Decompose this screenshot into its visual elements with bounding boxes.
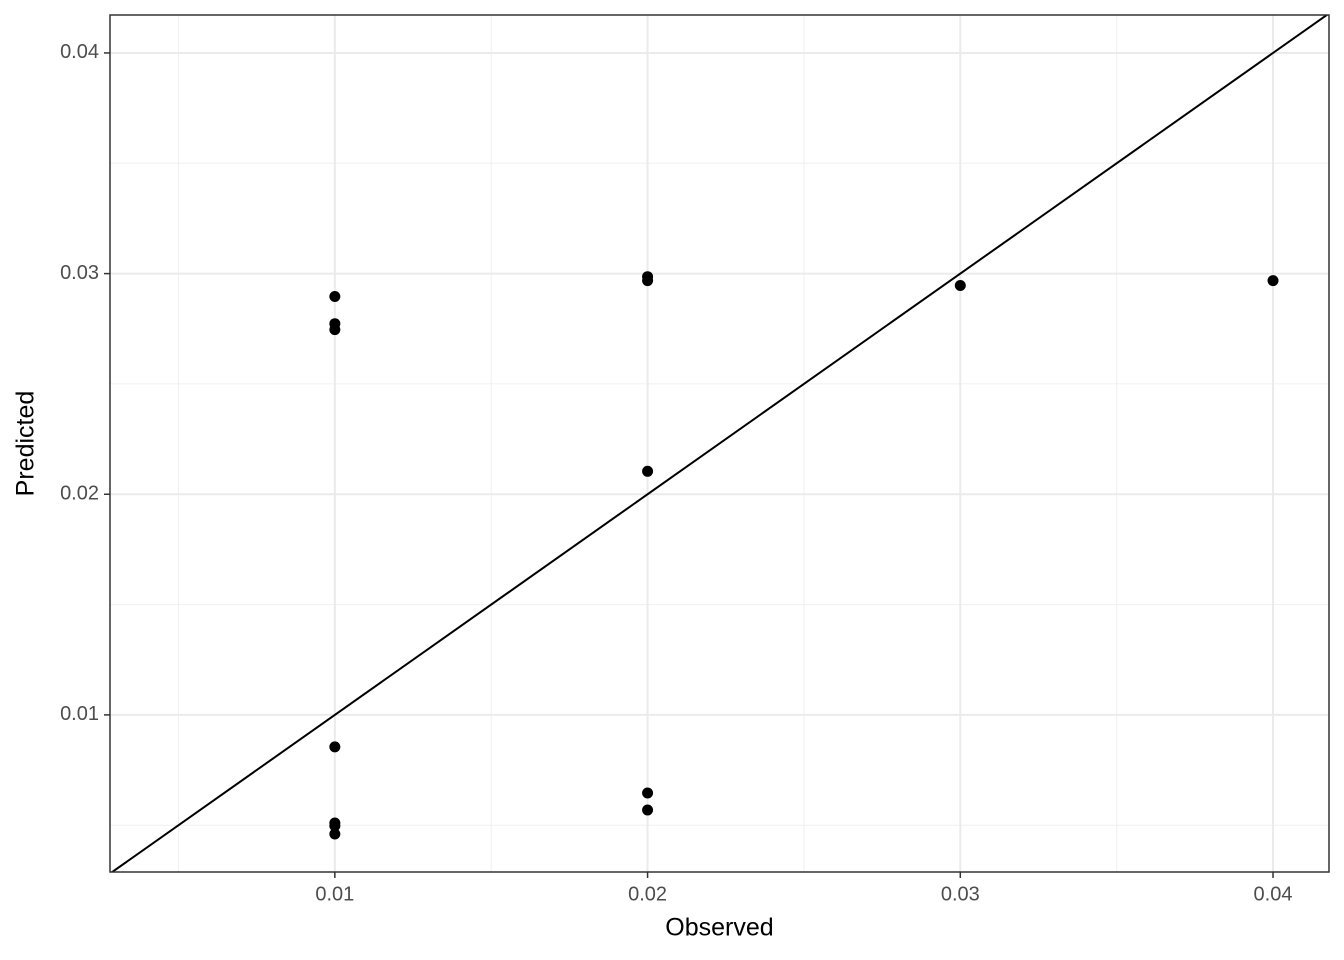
identity-line [110,15,1329,872]
y-tick-label: 0.01 [60,703,99,725]
y-axis-title: Predicted [12,391,40,497]
y-tick-label: 0.02 [60,483,99,505]
point [642,787,654,799]
grid [110,15,1329,872]
point [642,804,654,816]
point [329,820,341,832]
x-tick-label: 0.03 [941,883,980,905]
point [329,291,341,303]
point [642,275,654,287]
axes: 0.01 0.02 0.03 0.04 0.01 0.02 0.03 0.04 [60,41,1292,905]
point [329,741,341,753]
x-axis-title: Observed [665,914,773,942]
point [642,465,654,477]
x-tick-label: 0.04 [1254,883,1293,905]
point [329,324,341,336]
panel-border [109,14,1330,873]
marks [110,15,1329,872]
point [1267,275,1279,287]
x-tick-label: 0.01 [315,883,354,905]
point [329,828,341,840]
y-tick-label: 0.03 [60,262,99,284]
y-tick-label: 0.04 [60,41,99,63]
point [954,280,966,292]
x-tick-label: 0.02 [628,883,667,905]
